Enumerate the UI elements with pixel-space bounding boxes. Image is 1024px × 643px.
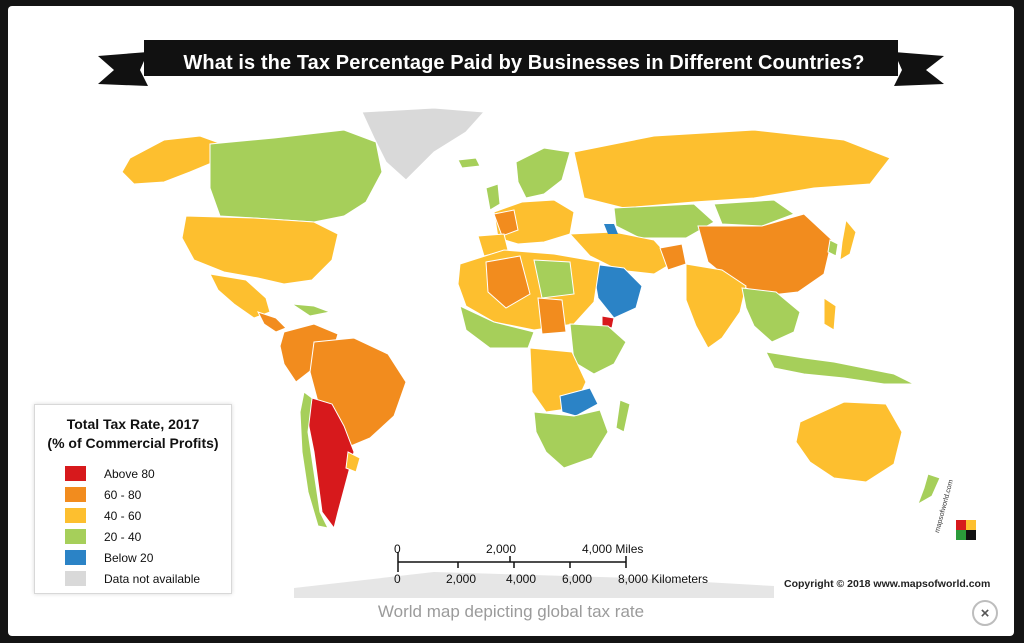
legend-swatch [65, 466, 86, 481]
legend-item: Data not available [65, 568, 231, 589]
region-scandinavia [515, 147, 571, 199]
legend-title-line1: Total Tax Rate, 2017 [66, 416, 200, 432]
region-usa [181, 215, 339, 285]
region-australia [795, 401, 903, 483]
region-middle-east [568, 231, 675, 275]
scale-bar-graphic [397, 552, 627, 572]
region-france [493, 209, 519, 237]
scale-km-6000: 6,000 [562, 572, 593, 586]
legend-item: 60 - 80 [65, 484, 231, 505]
region-caspian [604, 224, 618, 234]
legend-item: Below 20 [65, 547, 231, 568]
title-ribbon [98, 40, 944, 86]
legend-item: Above 80 [65, 463, 231, 484]
region-russia [573, 129, 891, 209]
scale-miles-2000: 2,000 [486, 542, 517, 556]
legend-label: 60 - 80 [104, 487, 142, 502]
region-greenland [361, 107, 486, 181]
region-central-asia [613, 203, 715, 239]
legend-swatch [65, 550, 86, 565]
region-chile [299, 391, 329, 529]
mapsofworld-logo-icon [944, 508, 988, 552]
region-southern-africa [533, 409, 609, 469]
scale-km-2000: 2,000 [446, 572, 477, 586]
legend-swatch [65, 487, 86, 502]
region-mongolia [713, 199, 796, 227]
region-canada [209, 129, 383, 223]
scale-miles-0: 0 [394, 542, 401, 556]
region-west-africa [459, 305, 535, 349]
legend-item: 40 - 60 [65, 505, 231, 526]
region-central-america [257, 311, 287, 333]
region-iceland [457, 157, 481, 169]
legend-label: Data not available [104, 571, 201, 586]
region-korea [827, 239, 839, 257]
close-button[interactable]: × [972, 600, 998, 626]
region-mexico [209, 273, 271, 319]
legend-label: Below 20 [104, 550, 154, 565]
legend-swatch [65, 508, 86, 523]
region-indonesia [765, 351, 915, 385]
legend-label: 40 - 60 [104, 508, 142, 523]
legend-item: 20 - 40 [65, 526, 231, 547]
region-libya [533, 259, 575, 299]
region-uk [485, 183, 501, 211]
scale-bar: 0 2,000 4,000 Miles 0 2,000 4,000 6,000 … [392, 540, 722, 590]
legend-swatch [65, 529, 86, 544]
scale-miles-4000: 4,000 Miles [582, 542, 644, 556]
region-philippines [823, 297, 837, 331]
region-saudi-arabia [591, 263, 643, 319]
scale-km-8000: 8,000 Kilometers [618, 572, 709, 586]
region-argentina [307, 397, 355, 530]
region-japan [839, 218, 857, 261]
map-panel: What is the Tax Percentage Paid by Busin… [14, 12, 1008, 598]
legend-label: 20 - 40 [104, 529, 142, 544]
world-map [98, 40, 988, 598]
legend-swatch [65, 571, 86, 586]
region-antarctica [294, 572, 774, 598]
region-uruguay [345, 451, 361, 473]
legend-items: Above 80 60 - 80 40 - 60 20 - 40 Below 20 Dat… [65, 463, 231, 589]
legend-label: Above 80 [104, 466, 155, 481]
map-title: What is the Tax Percentage Paid by Busin… [183, 52, 865, 74]
region-alaska [121, 135, 223, 185]
region-caribbean [291, 303, 332, 317]
region-chad [537, 297, 567, 335]
legend-title-line2: (% of Commercial Profits) [47, 435, 219, 451]
close-icon: × [980, 604, 990, 622]
region-southeast-asia [741, 287, 801, 343]
scale-km-0: 0 [394, 572, 401, 586]
region-madagascar [615, 399, 631, 433]
region-yemen [601, 315, 615, 329]
region-india [685, 263, 747, 349]
region-zambia [559, 387, 599, 417]
copyright: Copyright © 2018 www.mapsofworld.com [784, 578, 991, 590]
scale-km-4000: 4,000 [506, 572, 537, 586]
legend: Total Tax Rate, 2017 (% of Commercial Pr… [34, 404, 232, 594]
legend-title: Total Tax Rate, 2017 (% of Commercial Pr… [35, 415, 231, 453]
image-caption: World map depicting global tax rate [377, 602, 645, 621]
region-algeria [485, 255, 531, 309]
region-new-zealand [917, 473, 941, 506]
image-viewer: What is the Tax Percentage Paid by Busin… [8, 6, 1014, 636]
